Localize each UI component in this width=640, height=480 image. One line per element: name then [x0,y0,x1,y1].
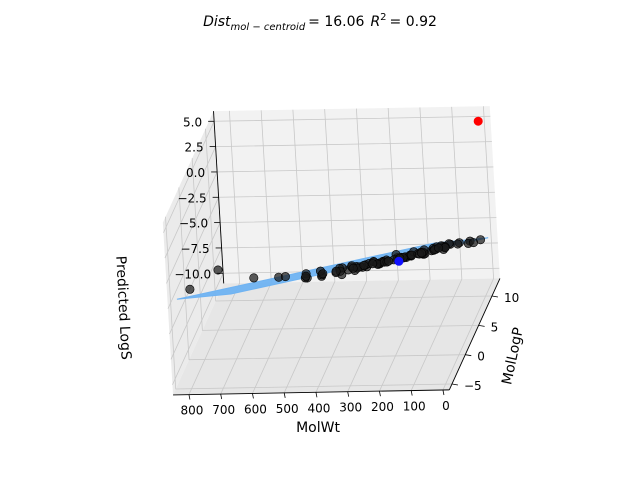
tick-labels: 800 700 600 500 400 300 200 100 0 10 5 0 −5 5.0 2.5 0.0… [174,115,519,417]
grid-line-x [315,108,368,393]
y-tick-label: 0 [477,350,485,364]
chart-title: Distmol − centroid = 16.06 R2 = 0.92 [203,12,437,33]
molecule-point [473,116,483,126]
grid-line-y [191,158,479,331]
x-tick-label: 200 [371,400,394,414]
grid-line-x [379,107,431,392]
scatter-point [417,248,427,258]
z-axis-label: Predicted LogS [112,255,133,360]
x-axis-line [173,389,450,396]
grid-line-x [283,109,336,394]
z-tick-label: 0.0 [186,166,205,180]
scatter-point [301,271,311,281]
centroid-point [394,256,404,266]
x-tick-label: 0 [442,399,450,413]
x-tick [188,394,191,400]
x-tick [442,389,445,396]
y-axis-line [448,278,501,391]
z-tick-label: 2.5 [185,141,204,155]
scatter-point [280,272,290,282]
scatter-point [453,239,463,249]
z-tick-label: −7.5 [180,242,209,256]
scatter-point [368,259,378,269]
grid-line-y [165,216,452,390]
scatter-point [249,273,259,283]
grid-line-y [205,128,492,302]
z-tick-label: −2.5 [177,191,206,205]
x-tick [347,391,350,397]
data-points [185,116,485,294]
x-tick-label: 800 [180,404,203,418]
x-tick-label: 600 [244,402,267,416]
x-tick [283,392,286,398]
grid-line-y [178,187,466,361]
grid-line-x [347,107,399,392]
y-tick [478,324,485,327]
x-tick-label: 700 [212,403,235,417]
scatter-point [383,256,393,266]
y-tick [465,354,472,357]
pane-floor [173,278,500,395]
x-tick [220,393,223,400]
y-tick-label: 5 [491,320,499,334]
y-tick-label: −5 [464,379,482,393]
x-tick-label: 500 [276,402,299,416]
grid-line-x [442,106,495,391]
x-tick-label: 300 [339,401,362,415]
x-tick [410,390,413,396]
y-axis-label: MolLogP [499,326,527,386]
scatter-point [318,269,328,279]
x-tick-label: 400 [307,401,330,415]
scatter-point [359,260,369,270]
y-tick-label: 10 [504,291,519,305]
scatter-point [468,238,478,248]
grid-line-x [252,109,304,394]
scatter-point [213,265,223,275]
grid-lines [163,106,500,395]
x-tick [379,391,381,397]
z-tick-label: −5.0 [179,217,208,231]
y-tick [491,295,499,298]
scatter-point [348,263,358,273]
y-tick [451,383,459,386]
scatter-point [434,243,444,253]
x-axis-label: MolWt [296,420,340,436]
grid-line-x [188,110,241,395]
x-tick-label: 100 [403,400,426,414]
grid-line-x [410,106,463,391]
scatter-point [331,266,341,276]
z-tick-label: 5.0 [183,115,202,129]
scatter-point [185,284,195,294]
axis-panes [162,106,500,395]
x-tick [252,393,254,399]
z-tick-label: −10.0 [174,267,211,281]
x-tick [315,392,318,398]
